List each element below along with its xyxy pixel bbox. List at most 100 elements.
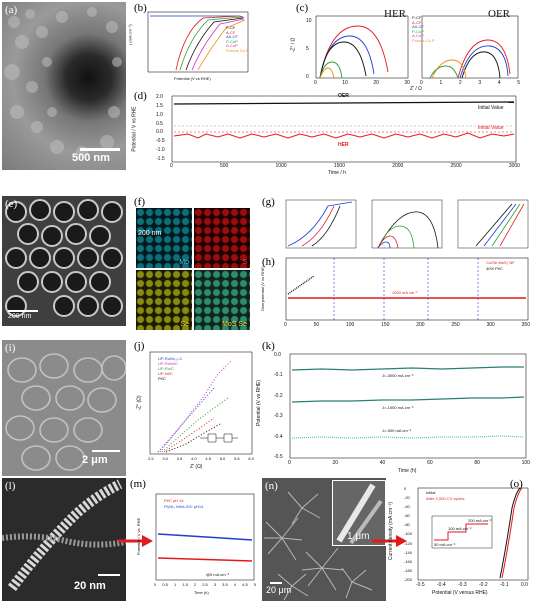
plot-frame-c-right [421,15,519,79]
tick: -0.1 [274,372,283,379]
legend-c-item: AA-CF [412,24,424,30]
lsv-plot-o [417,487,529,581]
x-ticks-h: 0 50 100 150 200 250 300 350 [284,322,530,328]
legend-b-item: AA-CF [226,34,238,40]
nyquist-plot-j [149,351,253,455]
curve-o-after [501,487,523,579]
ylabel-o: Current density (mA cm⁻²) [388,501,395,561]
tick: 4.5 [242,582,248,587]
tick: -180 [404,567,413,573]
arc-g2-4 [377,241,391,249]
plot-frame-h [285,257,529,321]
eds-map-mo: Mo 200 nm [136,208,192,268]
xlabel-d: Time / h [328,170,346,176]
sem-image-a: (a) 500 nm [2,2,126,170]
trace-k-500 [291,435,525,439]
plot-frame-m [155,493,255,581]
panel-label-l: (l) [5,480,16,492]
tick: -0.5 [156,138,165,145]
tick: 2 [458,80,462,86]
circuit-icon [200,433,238,443]
plot-frame-g1 [285,199,357,249]
plot-frame-c-left [315,15,409,79]
tick: 1 [173,582,177,587]
x-ticks-c-left: 0 10 20 30 [314,80,410,86]
tick: 0 [420,80,423,86]
tick: 1 [439,80,443,86]
tick: -140 [404,549,413,555]
legend-m: Pt/C pH 14 Pt₃Ni₃ NWs-S/C pH14 [164,498,203,510]
arc-c-3 [319,41,367,79]
panel-h: (h) 1000 mA cm⁻² Co/Se-MoS₂ NF 40% Pt/C … [260,256,532,338]
inset-scale-text-n: 1 μm [347,531,370,542]
eds-map-mosse: MoS Se [194,270,250,330]
y-ticks-o: 0 -20 -40 -60 -80 -100 -120 -140 -160 -1… [404,486,412,582]
lsv-plot-b [147,11,249,73]
arc-g2-1 [377,211,439,249]
eds-map-s: S [194,208,250,268]
ylabel-m: Potential / V vs. RHE [136,517,142,556]
panel-label-o: (o) [510,478,523,490]
panel-g: (g) [262,196,532,254]
stability-plot-k [289,353,527,459]
tick: 50 [313,322,320,328]
inset-texture-n [336,483,383,545]
legend-m-item: Pt₃Ni₃ NWs-S/C pH14 [164,504,204,509]
plot-frame-d [171,95,517,163]
tick: -0.3 [274,413,283,420]
ylabel-j: -Z'' (Ω) [136,395,143,411]
tick: 150 [381,322,390,328]
x-ticks-o: -0.5 -0.4 -0.3 -0.2 -0.1 0.0 [416,582,528,588]
ptc-trace-h [287,275,315,295]
legend-b-item: P-CoP [226,38,238,44]
her-label-d: HER [338,142,349,148]
plot-frame-o [417,487,529,581]
tick: 0.5 [156,120,163,127]
tick: -0.4 [437,582,446,588]
tick: -0.2 [274,392,283,399]
tick: 0 [404,486,407,491]
xlabel-b: Potential (V vs RHE) [174,76,211,81]
tick: 300 [486,322,495,328]
arc-c-8 [461,51,501,79]
inset-trace-o [434,523,488,541]
eds-label-mosse: MoS Se [222,321,247,328]
tick: 2.5 [148,456,154,461]
title-her-c: HER [384,8,406,20]
stability-plot-d [171,95,517,163]
tem-texture-l [2,479,126,592]
tick: 5 [517,80,520,86]
eds-map-se: Se [136,270,192,330]
arc-c-6 [457,39,511,79]
tick: 5.0 [219,456,226,461]
tick: -0.2 [479,582,488,588]
panel-f: (f) Mo 200 nm S Se MoS Se [128,196,258,336]
sem-image-i: (i) 2 μm [2,340,126,476]
sem-image-e: (e) 200 nm [2,196,126,326]
y-ticks-c: 0 5 10 [306,18,312,80]
curve-g1-3 [311,205,341,247]
legend-j: UP-RuNi₀.₅-C UP-RuNi/C UP-Ru/C UP-Ni/C P… [158,356,182,381]
arc-c-1 [319,25,389,79]
inset-n: 1 μm [332,480,386,546]
tick: 2.0 [156,94,163,100]
scale-text-i: 2 μm [82,454,108,466]
panel-label-a: (a) [5,4,18,16]
tick: 0.5 [162,582,168,587]
scale-text-f: 200 nm [138,230,162,237]
tick: -40 [404,504,410,510]
scale-bar-n [270,582,282,584]
ylabel-d: Potential / V vs RHE [131,106,138,152]
sem-texture-e [5,199,123,317]
plot-frame-j [149,351,253,455]
tick: 3.0 [162,456,168,461]
curve-label-k-1000: J=-1000 mA cm⁻² [382,405,414,410]
plot-frame-g3 [457,199,529,249]
legend-b-item: A-CF [226,29,236,35]
tick: 3.5 [222,582,228,587]
initial-value-bottom-d: Initial Value [478,125,504,131]
inset-label-o-2: 100 mA cm⁻² [448,526,472,531]
legend-b-item: A-CoP [226,43,238,49]
curve-label-k-3000: J=-3000 mA cm⁻² [382,373,414,378]
tick: 4.0 [191,456,197,461]
